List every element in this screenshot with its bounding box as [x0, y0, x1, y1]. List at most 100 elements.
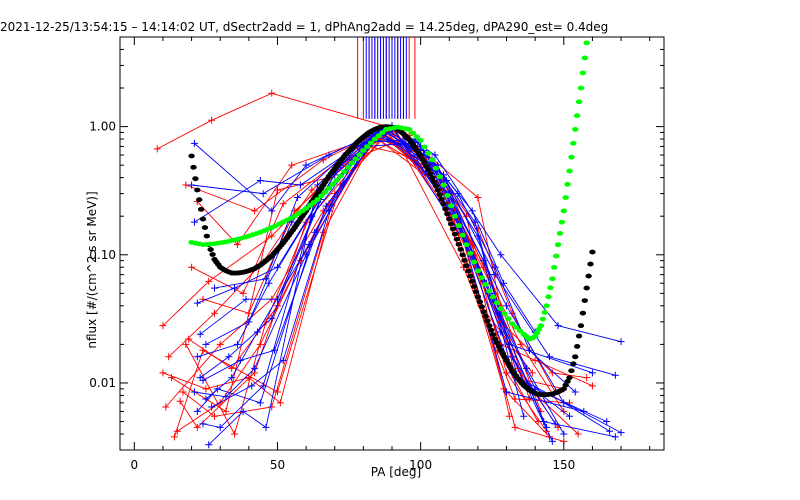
red-data-point: [199, 295, 207, 303]
green-fit-dot: [497, 306, 504, 312]
blue-data-point: [225, 353, 233, 361]
black-fit-dot: [430, 179, 438, 185]
red-data-point: [288, 161, 296, 169]
blue-data-point: [588, 369, 596, 377]
green-fit-dot: [344, 165, 352, 170]
black-fit-dot: [192, 176, 199, 182]
black-fit-dot: [199, 216, 207, 222]
black-fit-dot: [446, 216, 453, 222]
red-data-point: [233, 241, 241, 249]
green-fit-dot: [425, 150, 432, 156]
green-fit-dot: [444, 193, 451, 198]
blue-data-point: [520, 412, 528, 420]
blue-data-point: [251, 364, 259, 372]
blue-data-point: [262, 275, 270, 283]
green-fit-dot: [549, 276, 556, 282]
blue-data-point: [273, 295, 281, 303]
black-fit-dot: [188, 153, 195, 159]
blue-data-point: [454, 190, 462, 198]
red-data-point: [511, 395, 519, 403]
blue-data-point: [431, 151, 439, 159]
black-fit-dot: [474, 294, 482, 300]
black-fit-dot: [482, 313, 489, 319]
green-fit-dot: [421, 144, 428, 150]
red-data-point: [245, 309, 253, 317]
green-fit-dot: [533, 330, 541, 336]
blue-series-line: [202, 133, 525, 428]
y-tick-label: 1.00: [89, 120, 116, 134]
blue-data-point: [606, 427, 614, 435]
black-fit-dot: [467, 273, 474, 279]
blue-data-point: [210, 284, 218, 292]
black-fit-dot: [579, 310, 587, 316]
blue-data-point: [205, 441, 213, 449]
black-fit-dot: [472, 289, 480, 295]
red-data-point: [273, 388, 281, 396]
red-data-point: [170, 433, 178, 441]
red-data-point: [268, 232, 276, 240]
green-fit-dot: [554, 242, 562, 248]
axes: 0 50 100 150 0.01 0.10 1.00: [89, 36, 664, 472]
black-fit-dot: [432, 183, 440, 189]
green-fit-dot: [440, 182, 447, 188]
red-data-point: [228, 364, 236, 372]
red-data-point: [173, 427, 181, 435]
red-data-point: [179, 388, 187, 396]
red-data-point: [276, 399, 284, 407]
blue-data-point: [253, 328, 261, 336]
black-fit-dot: [589, 249, 596, 255]
blue-data-point: [554, 322, 562, 330]
red-data-point: [308, 186, 316, 194]
blue-data-point: [242, 295, 250, 303]
chart-title: 2021-12-25/13:54:15 – 14:14:02 UT, dSect…: [0, 20, 608, 34]
red-data-point: [268, 89, 276, 97]
black-fit-dot: [572, 354, 579, 360]
green-fit-dot: [337, 173, 344, 179]
green-fit-dot: [564, 181, 571, 187]
blue-data-point: [508, 353, 516, 361]
green-fit-dot: [474, 268, 482, 274]
red-data-point: [210, 412, 218, 420]
black-fit-dot: [581, 298, 588, 303]
black-fit-dot: [440, 201, 447, 207]
blue-data-point: [213, 385, 221, 393]
red-data-point: [210, 309, 218, 317]
blue-data-point: [571, 388, 579, 396]
black-fit-dot: [480, 309, 487, 315]
black-fit-dot: [207, 247, 214, 252]
x-tick-label: 150: [552, 458, 575, 472]
y-axis-label: nflux [#/(cm^2 s sr MeV)]: [85, 191, 99, 348]
red-data-point: [239, 289, 247, 297]
red-data-point: [208, 116, 216, 124]
blue-data-point: [617, 338, 625, 346]
blue-data-point: [566, 412, 574, 420]
red-data-point: [188, 263, 196, 271]
green-fit-dot: [482, 281, 489, 287]
green-fit-dot: [341, 169, 348, 175]
blue-data-point: [265, 279, 273, 287]
blue-data-point: [259, 190, 267, 198]
green-fit-dot: [451, 213, 459, 219]
black-fit-dot: [495, 344, 503, 349]
black-fit-dot: [201, 225, 209, 230]
blue-series-line: [194, 124, 622, 343]
blue-data-point: [262, 423, 270, 431]
green-fit-dot: [505, 316, 512, 322]
green-fit-dot: [478, 275, 485, 280]
green-fit-dot: [493, 300, 501, 306]
green-fit-dot: [459, 232, 466, 238]
black-fit-dot: [436, 192, 443, 198]
blue-data-point: [294, 193, 302, 201]
black-fit-dot: [583, 285, 590, 291]
green-fit-dot: [562, 195, 569, 201]
green-fit-dot: [566, 168, 573, 174]
blue-data-point: [208, 403, 216, 411]
red-data-point: [251, 207, 259, 215]
red-data-point: [159, 369, 167, 377]
blue-data-point: [302, 161, 310, 169]
green-fit-dot: [356, 152, 363, 158]
red-data-point: [268, 403, 276, 411]
blue-data-point: [617, 429, 625, 437]
red-data-point: [205, 277, 213, 285]
